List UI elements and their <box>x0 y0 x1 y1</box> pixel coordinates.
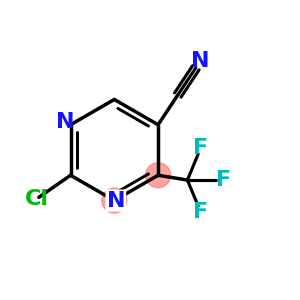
Text: N: N <box>56 112 74 132</box>
Text: F: F <box>193 138 208 158</box>
Text: N: N <box>106 190 125 211</box>
Text: F: F <box>215 170 231 190</box>
Text: Cl: Cl <box>25 189 49 209</box>
Text: N: N <box>191 51 210 71</box>
Circle shape <box>102 188 127 213</box>
Text: F: F <box>193 202 208 222</box>
Circle shape <box>146 163 171 188</box>
